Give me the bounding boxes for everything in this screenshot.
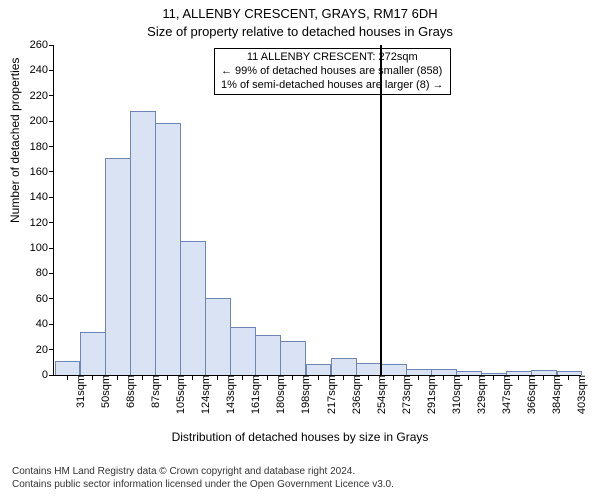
x-tick-label: 105sqm: [172, 375, 187, 414]
y-tick-label: 100: [30, 242, 54, 254]
x-tick-mark: [142, 375, 143, 380]
x-tick-label: 366sqm: [523, 375, 538, 414]
x-tick-label: 50sqm: [97, 375, 112, 408]
y-tick-label: 180: [30, 141, 54, 153]
y-tick-label: 140: [30, 191, 54, 203]
x-tick-mark: [518, 375, 519, 380]
x-tick-label: 254sqm: [373, 375, 388, 414]
y-tick-label: 240: [30, 64, 54, 76]
y-tick-label: 220: [30, 90, 54, 102]
x-tick-mark: [217, 375, 218, 380]
x-tick-mark: [92, 375, 93, 380]
x-tick-mark: [493, 375, 494, 380]
y-tick-label: 80: [36, 267, 54, 279]
x-tick-label: 143sqm: [222, 375, 237, 414]
x-tick-mark: [368, 375, 369, 380]
x-tick-mark: [543, 375, 544, 380]
y-axis-label: Number of detached properties: [8, 58, 22, 223]
x-tick-label: 273sqm: [398, 375, 413, 414]
histogram-bar: [306, 364, 332, 375]
annotation-box: 11 ALLENBY CRESCENT: 272sqm ← 99% of det…: [214, 48, 451, 95]
x-tick-label: 68sqm: [122, 375, 137, 408]
x-tick-mark: [117, 375, 118, 380]
x-tick-mark: [568, 375, 569, 380]
histogram-bar: [280, 341, 306, 375]
histogram-bar: [80, 332, 106, 375]
x-tick-label: 310sqm: [448, 375, 463, 414]
histogram-bar: [381, 364, 407, 375]
x-tick-mark: [167, 375, 168, 380]
x-tick-mark: [468, 375, 469, 380]
x-tick-mark: [418, 375, 419, 380]
x-tick-mark: [343, 375, 344, 380]
y-tick-label: 0: [42, 369, 54, 381]
footer-attribution: Contains HM Land Registry data © Crown c…: [12, 466, 394, 491]
chart-root: { "chart": { "type": "histogram", "title…: [0, 0, 600, 500]
y-tick-label: 40: [36, 318, 54, 330]
x-tick-label: 217sqm: [323, 375, 338, 414]
histogram-bar: [205, 298, 231, 375]
x-tick-mark: [267, 375, 268, 380]
x-tick-mark: [292, 375, 293, 380]
histogram-bar: [130, 111, 156, 375]
histogram-bar: [255, 335, 281, 375]
x-tick-mark: [443, 375, 444, 380]
x-tick-label: 236sqm: [348, 375, 363, 414]
x-axis-label: Distribution of detached houses by size …: [0, 430, 600, 444]
x-tick-label: 161sqm: [247, 375, 262, 414]
chart-subtitle: Size of property relative to detached ho…: [0, 24, 600, 39]
y-tick-label: 20: [36, 344, 54, 356]
x-tick-label: 384sqm: [548, 375, 563, 414]
plot-area: 11 ALLENBY CRESCENT: 272sqm ← 99% of det…: [53, 45, 581, 376]
histogram-bar: [155, 123, 181, 375]
histogram-bar: [105, 158, 131, 375]
x-tick-mark: [192, 375, 193, 380]
y-tick-label: 120: [30, 217, 54, 229]
histogram-bar: [55, 361, 81, 375]
histogram-bar: [356, 363, 382, 375]
x-tick-label: 403sqm: [573, 375, 588, 414]
y-tick-label: 60: [36, 293, 54, 305]
histogram-bar: [230, 327, 256, 375]
x-tick-label: 180sqm: [272, 375, 287, 414]
footer-line-1: Contains HM Land Registry data © Crown c…: [12, 466, 394, 479]
annotation-line-3: 1% of semi-detached houses are larger (8…: [221, 79, 444, 93]
y-tick-label: 160: [30, 166, 54, 178]
x-tick-mark: [67, 375, 68, 380]
footer-line-2: Contains public sector information licen…: [12, 479, 394, 492]
x-tick-label: 198sqm: [297, 375, 312, 414]
x-tick-label: 87sqm: [147, 375, 162, 408]
property-marker-line: [380, 45, 382, 375]
chart-title: 11, ALLENBY CRESCENT, GRAYS, RM17 6DH: [0, 6, 600, 21]
y-tick-label: 260: [30, 39, 54, 51]
x-tick-mark: [318, 375, 319, 380]
x-tick-mark: [393, 375, 394, 380]
x-tick-label: 347sqm: [498, 375, 513, 414]
annotation-line-2: ← 99% of detached houses are smaller (85…: [221, 65, 444, 79]
histogram-bar: [331, 358, 357, 376]
x-tick-label: 291sqm: [423, 375, 438, 414]
x-tick-label: 31sqm: [72, 375, 87, 408]
annotation-line-1: 11 ALLENBY CRESCENT: 272sqm: [221, 51, 444, 65]
x-tick-label: 124sqm: [197, 375, 212, 414]
x-tick-mark: [242, 375, 243, 380]
y-tick-label: 200: [30, 115, 54, 127]
x-tick-label: 329sqm: [473, 375, 488, 414]
histogram-bar: [180, 241, 206, 375]
